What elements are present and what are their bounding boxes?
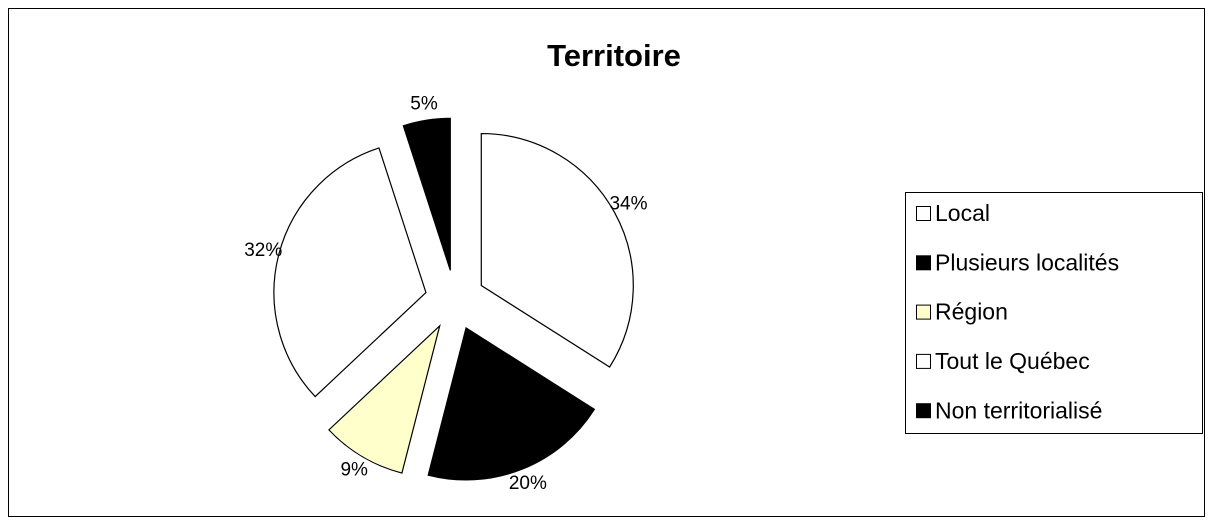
data-label: 5%: [410, 93, 438, 114]
pie-slice: [427, 326, 596, 481]
legend-label: Plusieurs localités: [935, 249, 1119, 275]
pie-slice: [273, 147, 427, 398]
data-label: 9%: [340, 459, 368, 480]
legend-swatch: [916, 353, 931, 369]
legend-box: [905, 192, 1203, 434]
chart-title: Territoire: [547, 38, 681, 73]
data-label: 32%: [244, 240, 282, 261]
pie-slice: [402, 117, 451, 271]
legend-swatch: [916, 304, 931, 320]
pie-slice: [328, 323, 441, 474]
data-label: 20%: [509, 473, 547, 494]
legend-swatch: [916, 255, 931, 271]
pie-slice: [480, 132, 634, 368]
legend-swatch: [916, 206, 931, 221]
data-label: 34%: [609, 194, 647, 215]
legend-label: Local: [935, 200, 990, 226]
legend-label: Non territorialisé: [935, 397, 1102, 423]
legend-swatch: [916, 403, 931, 419]
legend-label: Tout le Québec: [935, 348, 1090, 374]
legend-label: Région: [935, 299, 1008, 325]
